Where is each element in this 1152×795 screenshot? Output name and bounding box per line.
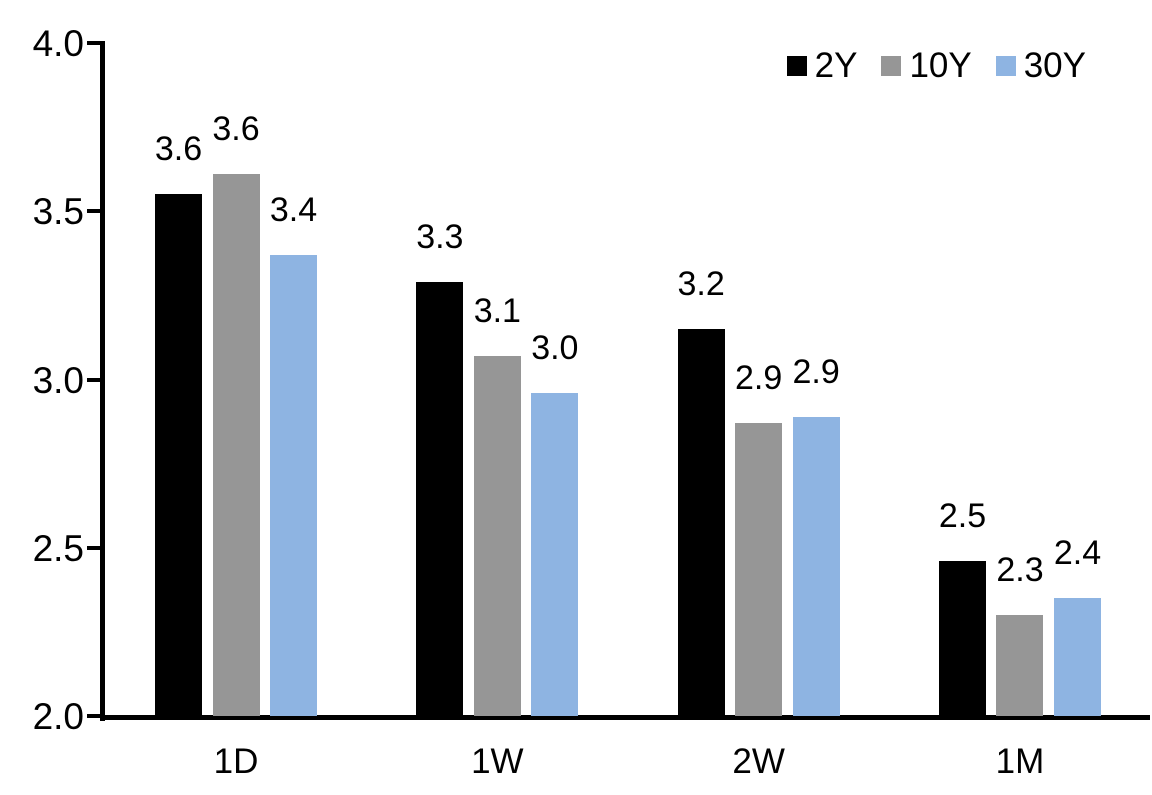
bar-value-label-30y-1m: 2.4 xyxy=(1053,534,1102,573)
y-tick-mark xyxy=(87,714,100,718)
y-tick-label: 3.0 xyxy=(32,359,84,401)
bar-value-label-10y-2w: 2.9 xyxy=(735,359,783,398)
x-axis-line xyxy=(100,715,1150,720)
y-tick-mark xyxy=(87,545,100,550)
bar-value-label-10y-1w: 3.1 xyxy=(473,291,521,330)
y-tick-mark xyxy=(87,41,100,45)
bar-value-label-10y-1m: 2.3 xyxy=(996,551,1044,590)
y-tick-label: 4.0 xyxy=(32,23,84,64)
legend-swatch-icon-2y xyxy=(786,55,807,76)
legend-label-30y: 30Y xyxy=(1023,46,1086,85)
x-category-label-1d: 1D xyxy=(213,742,259,781)
bar-10y-1d xyxy=(212,174,260,716)
legend-item-2y: 2Y xyxy=(786,46,858,85)
bar-value-label-2y-2w: 3.2 xyxy=(677,265,725,304)
y-tick-label: 2.5 xyxy=(32,527,84,569)
bar-10y-2w xyxy=(735,423,783,716)
y-tick-label: 3.5 xyxy=(32,191,84,233)
bar-30y-2w xyxy=(792,416,840,716)
y-tick-mark xyxy=(87,377,100,382)
bar-value-label-2y-1m: 2.5 xyxy=(938,497,987,536)
bar-30y-1d xyxy=(270,254,317,716)
bar-value-label-30y-1d: 3.4 xyxy=(269,190,318,229)
bar-value-label-10y-1d: 3.6 xyxy=(212,110,260,149)
bar-value-label-2y-1d: 3.6 xyxy=(154,130,203,169)
bar-10y-1w xyxy=(473,355,521,716)
bar-value-label-30y-1w: 3.0 xyxy=(531,328,579,367)
x-category-label-1w: 1W xyxy=(471,742,524,781)
legend-swatch-icon-30y xyxy=(995,55,1016,76)
bar-30y-1m xyxy=(1053,598,1101,716)
legend-item-10y: 10Y xyxy=(881,46,972,85)
y-tick-label: 2.0 xyxy=(32,696,84,737)
y-tick-mark xyxy=(87,209,100,214)
x-category-label-1m: 1M xyxy=(995,742,1045,781)
bar-10y-1m xyxy=(996,615,1044,716)
bar-2y-1m xyxy=(938,561,986,716)
bar-30y-1w xyxy=(531,392,579,716)
legend-label-10y: 10Y xyxy=(909,46,972,85)
bar-value-label-30y-2w: 2.9 xyxy=(792,352,840,391)
legend-label-2y: 2Y xyxy=(814,46,858,85)
bar-2y-1d xyxy=(155,194,202,716)
legend-swatch-icon-10y xyxy=(881,55,902,76)
bar-2y-1w xyxy=(416,281,464,716)
y-axis-line xyxy=(100,41,105,721)
legend: 2Y 10Y 30Y xyxy=(786,46,1086,85)
bar-2y-2w xyxy=(677,329,725,716)
bar-value-label-2y-1w: 3.3 xyxy=(416,217,464,256)
legend-item-30y: 30Y xyxy=(995,46,1086,85)
x-category-label-2w: 2W xyxy=(732,742,785,781)
